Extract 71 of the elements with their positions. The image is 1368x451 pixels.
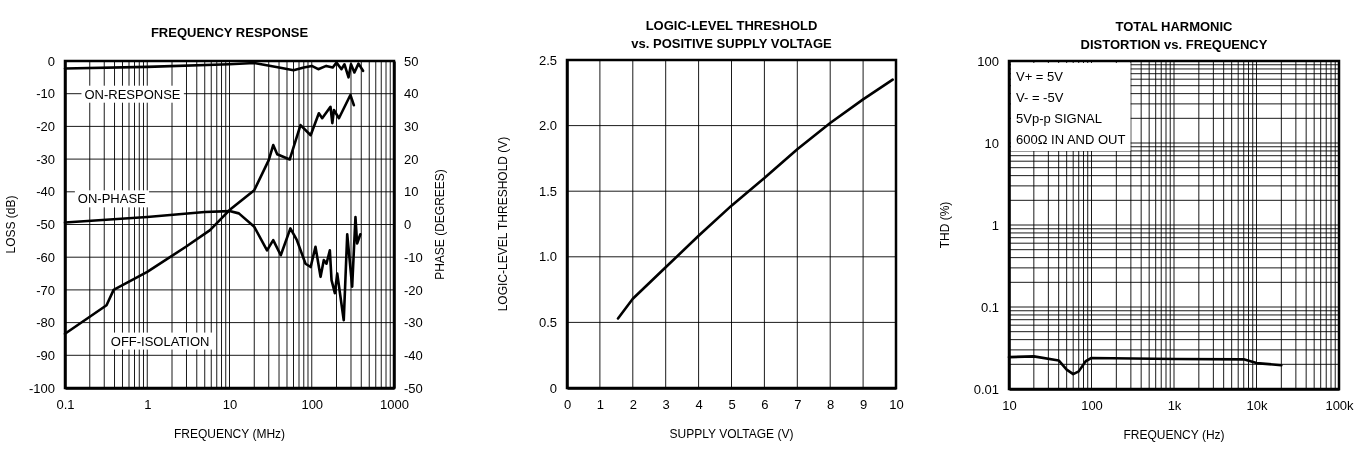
x-tick-label: 4: [695, 397, 703, 413]
y2-tick-label: -20: [404, 282, 423, 298]
chart-title: LOGIC-LEVEL THRESHOLD vs. POSITIVE SUPPLY VOLTAGE: [631, 18, 833, 51]
y2-tick-label: -50: [404, 380, 423, 396]
x-axis-title: SUPPLY VOLTAGE (V): [669, 427, 794, 441]
y-tick-label: -50: [36, 217, 55, 233]
x-tick-label: 6: [761, 397, 769, 413]
y-tick-label: 1.0: [538, 249, 557, 265]
y2-tick-label: 40: [404, 86, 419, 102]
series-label: OFF-ISOLATION: [110, 333, 210, 349]
y-tick-label: -90: [36, 347, 55, 363]
y-tick-label: -20: [36, 119, 55, 135]
x-tick-label: 8: [827, 397, 835, 413]
y2-tick-label: 50: [404, 53, 419, 69]
annotation: 5Vp-p SIGNAL: [1016, 111, 1102, 126]
annotation: V- = -5V: [1016, 90, 1064, 105]
y2-tick-label: 10: [404, 184, 419, 200]
x-tick-label: 5: [728, 397, 736, 413]
x-tick-label: 1: [596, 397, 605, 413]
y-tick-label: -70: [36, 282, 55, 298]
series-label: ON-RESPONSE: [84, 86, 181, 102]
x-tick-label: 2: [629, 397, 637, 413]
y-tick-label: 0: [47, 53, 55, 69]
x-tick-label: 1000: [380, 397, 409, 413]
y-axis-title: LOGIC-LEVEL THRESHOLD (V): [496, 136, 510, 312]
chart-title: TOTAL HARMONIC DISTORTION vs. FREQUENCY: [1080, 19, 1268, 52]
x-axis-title: FREQUENCY (MHz): [173, 427, 286, 441]
x-tick-label: 10k: [1246, 398, 1268, 414]
y2-tick-label: -40: [404, 347, 423, 363]
x-tick-label: 10: [889, 397, 904, 413]
y-tick-label: -30: [36, 151, 55, 167]
y-tick-label: -60: [36, 249, 55, 265]
y-axis-title: LOSS (dB): [4, 195, 18, 254]
y-tick-label: 1: [991, 217, 999, 233]
y-axis-title: THD (%): [938, 201, 952, 249]
x-tick-label: 0: [563, 397, 572, 413]
x-tick-label: 1k: [1167, 398, 1182, 414]
y-tick-label: 10: [984, 135, 999, 151]
y-tick-label: 0.01: [973, 381, 999, 397]
y-tick-label: -80: [36, 315, 55, 331]
annotation: V+ = 5V: [1016, 69, 1064, 84]
y2-tick-label: 0: [404, 217, 412, 233]
y2-tick-label: 20: [404, 151, 419, 167]
y-tick-label: 0: [549, 380, 557, 396]
x-tick-label: 100: [301, 397, 324, 413]
x-tick-label: 100k: [1325, 398, 1355, 414]
x-tick-label: 10: [1002, 398, 1017, 414]
y-tick-label: 2.0: [538, 118, 557, 134]
y-tick-label: 0.5: [538, 315, 557, 331]
y-tick-label: -40: [36, 184, 55, 200]
chart-title: FREQUENCY RESPONSE: [150, 25, 309, 40]
y-tick-label: 1.5: [538, 183, 557, 199]
series-label: ON-PHASE: [77, 191, 147, 207]
y2-tick-label: 30: [404, 119, 419, 135]
x-tick-label: 10: [222, 397, 238, 413]
x-tick-label: 9: [859, 397, 868, 413]
x-tick-label: 7: [794, 397, 802, 413]
y2-tick-label: -10: [404, 249, 423, 265]
y2-axis-title: PHASE (DEGREES): [433, 169, 447, 280]
y-tick-label: 0.1: [980, 299, 999, 315]
y-tick-label: -100: [28, 380, 55, 396]
annotation: 600Ω IN AND OUT: [1016, 132, 1126, 147]
x-tick-label: 0.1: [56, 397, 75, 413]
y-tick-label: -10: [36, 86, 55, 102]
x-tick-label: 1: [144, 397, 152, 413]
y-tick-label: 2.5: [538, 52, 557, 68]
x-tick-label: 3: [662, 397, 670, 413]
y2-tick-label: -30: [404, 315, 423, 331]
y-tick-label: 100: [977, 53, 999, 69]
x-tick-label: 100: [1081, 398, 1103, 414]
x-axis-title: FREQUENCY (Hz): [1123, 428, 1225, 442]
